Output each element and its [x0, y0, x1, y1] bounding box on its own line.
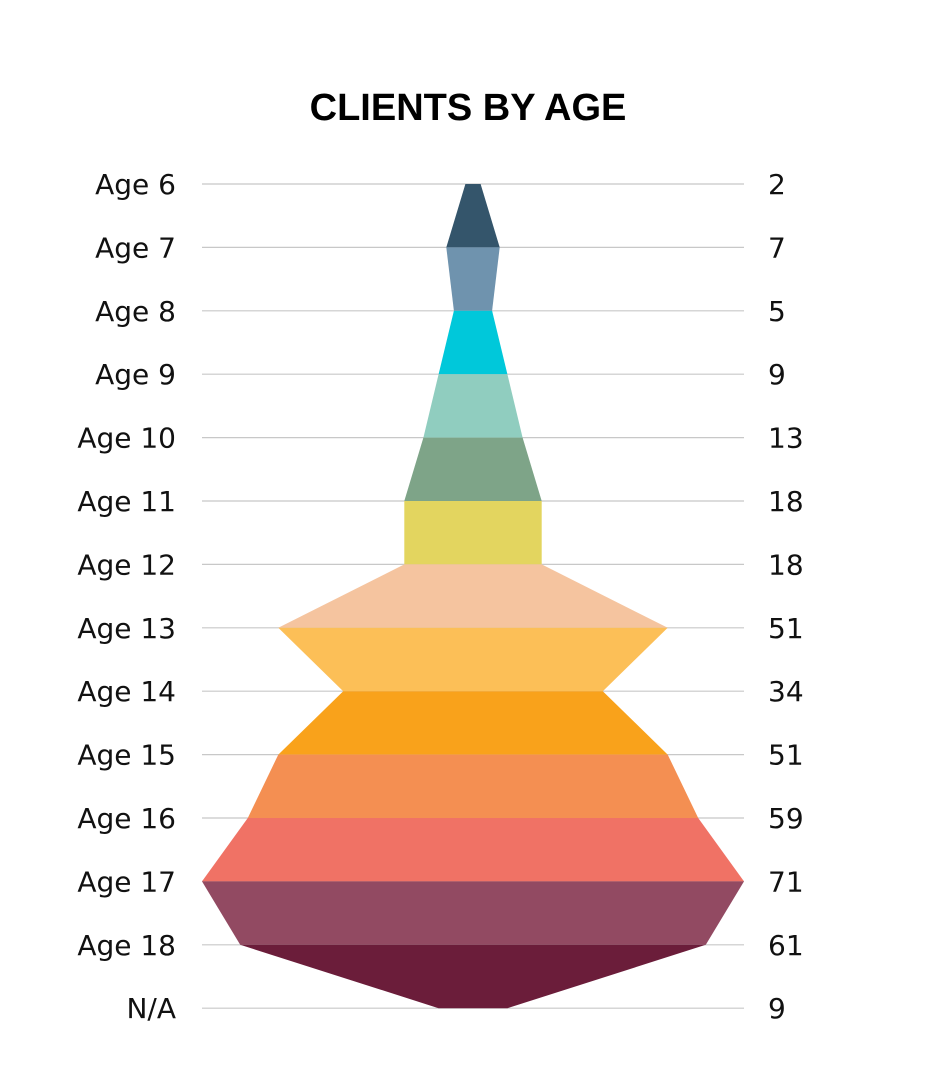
value-label: 7	[768, 231, 786, 264]
value-label: 9	[768, 992, 786, 1025]
value-label: 13	[768, 422, 804, 455]
category-label: Age 7	[95, 231, 176, 264]
chart-title: CLIENTS BY AGE	[310, 87, 627, 129]
funnel-band	[278, 564, 668, 628]
category-label: Age 10	[77, 422, 176, 455]
funnel-bands	[202, 184, 744, 1009]
category-label: N/A	[126, 992, 176, 1025]
category-label: Age 15	[77, 739, 176, 772]
value-label: 34	[768, 675, 804, 708]
funnel-band	[404, 501, 542, 565]
category-label: Age 13	[77, 612, 176, 645]
funnel-band	[404, 437, 542, 501]
value-label: 61	[768, 929, 804, 962]
funnel-band	[446, 184, 500, 248]
category-label: Age 8	[95, 295, 176, 328]
category-label: Age 11	[77, 485, 176, 518]
funnel-band	[278, 691, 668, 755]
funnel-band	[446, 247, 500, 311]
value-label: 5	[768, 295, 786, 328]
value-label: 18	[768, 485, 804, 518]
category-label: Age 9	[95, 358, 176, 391]
category-label: Age 16	[77, 802, 176, 835]
value-label: 9	[768, 358, 786, 391]
value-label: 51	[768, 739, 804, 772]
category-label: Age 12	[77, 548, 176, 581]
category-label: Age 14	[77, 675, 176, 708]
value-label: 59	[768, 802, 804, 835]
funnel-band	[202, 881, 744, 945]
value-label: 18	[768, 548, 804, 581]
category-label: Age 17	[77, 865, 176, 898]
value-label: 2	[768, 168, 786, 201]
category-label: Age 6	[95, 168, 176, 201]
funnel-band	[278, 627, 668, 692]
category-label: Age 18	[77, 929, 176, 962]
funnel-band	[438, 310, 508, 375]
category-labels: Age 6 Age 7 Age 8 Age 9 Age 10 Age 11 Age 12 Ag…	[77, 168, 176, 1025]
funnel-band	[202, 818, 744, 882]
value-label: 71	[768, 865, 804, 898]
funnel-band	[423, 374, 523, 438]
funnel-band	[247, 754, 699, 818]
funnel-band	[240, 944, 706, 1009]
value-label: 51	[768, 612, 804, 645]
